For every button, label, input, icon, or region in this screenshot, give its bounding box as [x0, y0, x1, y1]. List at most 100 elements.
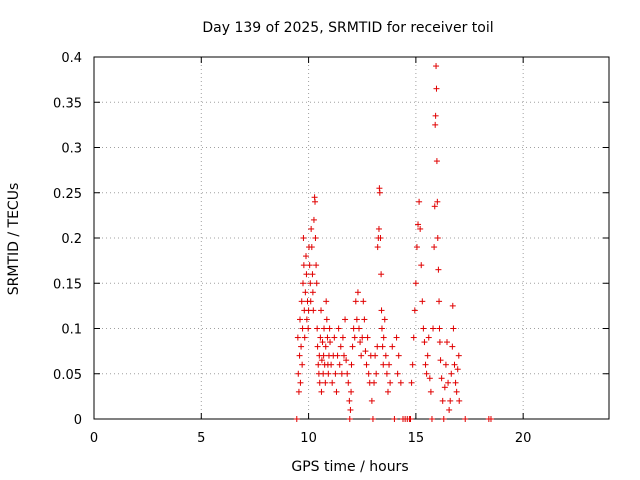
data-point [295, 370, 302, 377]
data-point [451, 361, 458, 368]
data-point [295, 388, 302, 395]
data-point [409, 361, 416, 368]
data-point [314, 343, 321, 350]
data-point [314, 325, 321, 332]
data-point [365, 370, 372, 377]
data-point [447, 397, 454, 404]
y-tick-label: 0.35 [53, 96, 82, 111]
data-point [446, 406, 453, 413]
data-point [334, 352, 341, 359]
data-point [352, 298, 359, 305]
data-point [340, 352, 347, 359]
data-point [319, 339, 326, 346]
data-point [408, 379, 415, 386]
data-point [380, 334, 387, 341]
data-point [318, 357, 325, 364]
y-tick-label: 0.25 [53, 187, 82, 202]
data-point [437, 357, 444, 364]
data-point [434, 198, 441, 205]
data-point [448, 370, 455, 377]
y-axis-label: SRMTID / TECUs [6, 183, 22, 296]
data-point [347, 406, 354, 413]
data-point [346, 416, 353, 422]
data-point [293, 416, 300, 422]
data-point [303, 316, 310, 323]
data-point [436, 298, 443, 305]
y-tick-label: 0.4 [61, 51, 82, 66]
data-point [318, 307, 325, 314]
data-point [313, 280, 320, 287]
data-point [383, 370, 390, 377]
data-point [393, 334, 400, 341]
data-point [313, 262, 320, 269]
data-point [315, 361, 322, 368]
data-point [423, 370, 430, 377]
data-point [348, 361, 355, 368]
data-point [336, 361, 343, 368]
data-point [440, 416, 447, 422]
data-point [298, 298, 305, 305]
data-point [381, 316, 388, 323]
data-point [322, 379, 329, 386]
data-point [374, 244, 381, 251]
data-point [343, 357, 350, 364]
data-point [411, 307, 418, 314]
data-point [430, 325, 437, 332]
data-point [305, 325, 312, 332]
x-axis-label: GPS time / hours [291, 459, 408, 475]
data-point [329, 379, 336, 386]
data-point [386, 361, 393, 368]
data-point [439, 397, 446, 404]
data-point [339, 334, 346, 341]
data-point [382, 352, 389, 359]
data-point [364, 334, 371, 341]
data-point [445, 379, 452, 386]
data-point [407, 416, 414, 422]
data-point [298, 343, 305, 350]
data-point [433, 63, 440, 70]
data-point [397, 379, 404, 386]
data-point [310, 307, 317, 314]
data-point [331, 334, 338, 341]
data-point [431, 203, 438, 210]
data-point [394, 370, 401, 377]
x-tick-label: 10 [300, 431, 317, 446]
data-point [342, 316, 349, 323]
data-point [360, 298, 367, 305]
data-point [299, 325, 306, 332]
data-point [361, 316, 368, 323]
data-point [350, 325, 357, 332]
data-point [362, 348, 369, 355]
data-point [294, 334, 301, 341]
data-point [376, 189, 383, 196]
data-point [431, 244, 438, 251]
data-point [322, 343, 329, 350]
data-point [433, 85, 440, 92]
data-point [427, 388, 434, 395]
data-point [363, 361, 370, 368]
data-point [389, 343, 396, 350]
data-point [384, 388, 391, 395]
data-point [323, 298, 330, 305]
data-point [299, 361, 306, 368]
data-point [344, 370, 351, 377]
data-point [369, 416, 376, 422]
x-tick-label: 20 [515, 431, 532, 446]
data-point [454, 366, 461, 373]
data-point [412, 280, 419, 287]
data-point [303, 253, 310, 260]
y-tick-label: 0.1 [61, 323, 82, 338]
data-point [410, 334, 417, 341]
data-point [420, 325, 427, 332]
data-point [442, 361, 449, 368]
data-point [387, 379, 394, 386]
data-point [413, 244, 420, 251]
data-point [335, 325, 342, 332]
y-tick-label: 0.15 [53, 277, 82, 292]
data-point [435, 266, 442, 273]
data-point [318, 388, 325, 395]
data-point [297, 316, 303, 323]
data-point [300, 235, 307, 241]
x-tick-label: 15 [408, 431, 425, 446]
data-point [307, 298, 314, 305]
